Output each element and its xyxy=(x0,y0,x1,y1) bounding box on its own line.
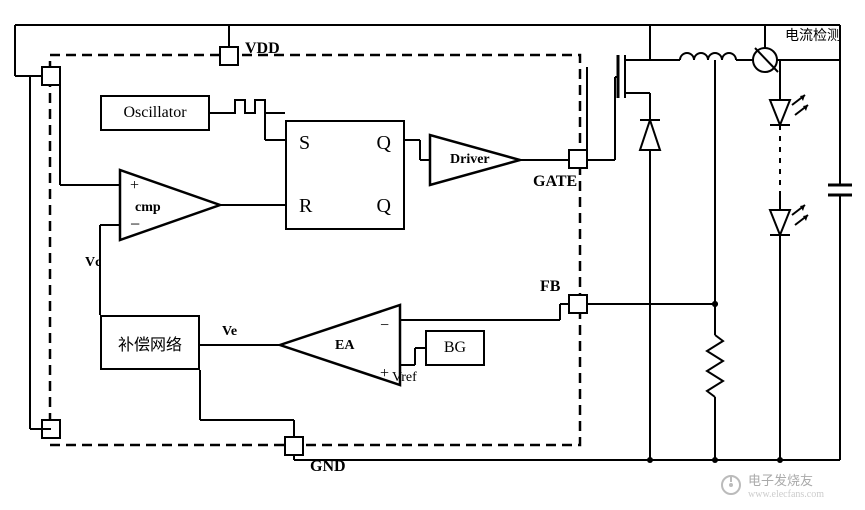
cmp-label: cmp xyxy=(135,200,161,216)
ve-label: Ve xyxy=(222,324,237,340)
oscillator-block: Oscillator xyxy=(100,95,210,131)
gnd-label: GND xyxy=(310,458,346,476)
oscillator-label: Oscillator xyxy=(123,104,186,122)
sr-qbar-label: Q xyxy=(377,195,391,218)
svg-text:−: − xyxy=(130,214,140,234)
sr-s-label: S xyxy=(299,132,312,155)
brand-icon xyxy=(720,474,742,496)
fb-label: FB xyxy=(540,278,560,296)
svg-text:−: − xyxy=(380,317,389,334)
sr-r-label: R xyxy=(299,195,312,218)
comp-network-block: 补偿网络 xyxy=(100,315,200,370)
gate-label: GATE xyxy=(533,173,577,191)
comp-network-label: 补偿网络 xyxy=(118,331,182,355)
footer-url: www.elecfans.com xyxy=(748,489,824,500)
vdd-label: VDD xyxy=(245,40,280,58)
diagram-canvas: + − − + xyxy=(0,0,865,510)
footer-brand: 电子发烧友 www.elecfans.com xyxy=(720,470,824,500)
vc-label: Vc xyxy=(85,255,101,271)
current-sense-label: 电流检测 xyxy=(785,25,841,45)
ea-label: EA xyxy=(335,338,354,354)
bg-label: BG xyxy=(444,339,466,357)
driver-label: Driver xyxy=(450,152,490,168)
vref-label: Vref xyxy=(392,370,417,386)
schematic-svg: + − − + xyxy=(0,0,865,510)
sr-q-label: Q xyxy=(377,132,391,155)
footer-text: 电子发烧友 xyxy=(748,470,824,489)
flipflop-block: S R Q Q xyxy=(285,120,405,230)
svg-text:+: + xyxy=(380,365,389,382)
bg-block: BG xyxy=(425,330,485,366)
svg-text:+: + xyxy=(130,177,139,194)
